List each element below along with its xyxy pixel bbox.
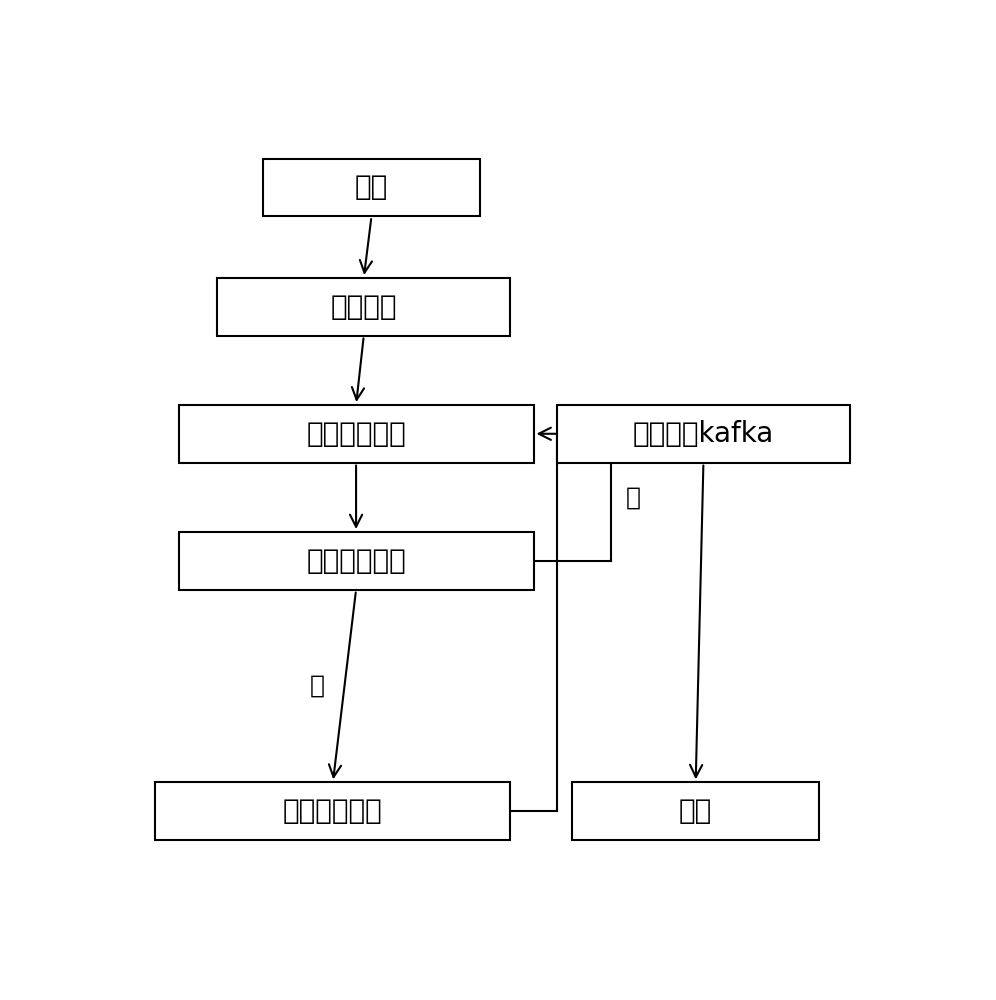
Text: 计算排队长度: 计算排队长度 bbox=[283, 797, 382, 825]
Text: 接收数据任务: 接收数据任务 bbox=[306, 420, 406, 448]
Bar bbox=[155, 782, 511, 840]
Bar bbox=[217, 278, 511, 336]
Text: 结果写入kafka: 结果写入kafka bbox=[632, 420, 774, 448]
Bar bbox=[572, 782, 819, 840]
Text: 加载配置: 加载配置 bbox=[331, 293, 397, 321]
Text: 开始: 开始 bbox=[355, 173, 388, 201]
Bar bbox=[178, 532, 534, 590]
Text: 结束: 结束 bbox=[679, 797, 712, 825]
Bar bbox=[178, 405, 534, 463]
Text: 是: 是 bbox=[310, 674, 326, 698]
Text: 是否接收数据: 是否接收数据 bbox=[306, 547, 406, 575]
Text: 否: 否 bbox=[626, 485, 641, 509]
Bar bbox=[263, 158, 480, 216]
Bar bbox=[557, 405, 851, 463]
